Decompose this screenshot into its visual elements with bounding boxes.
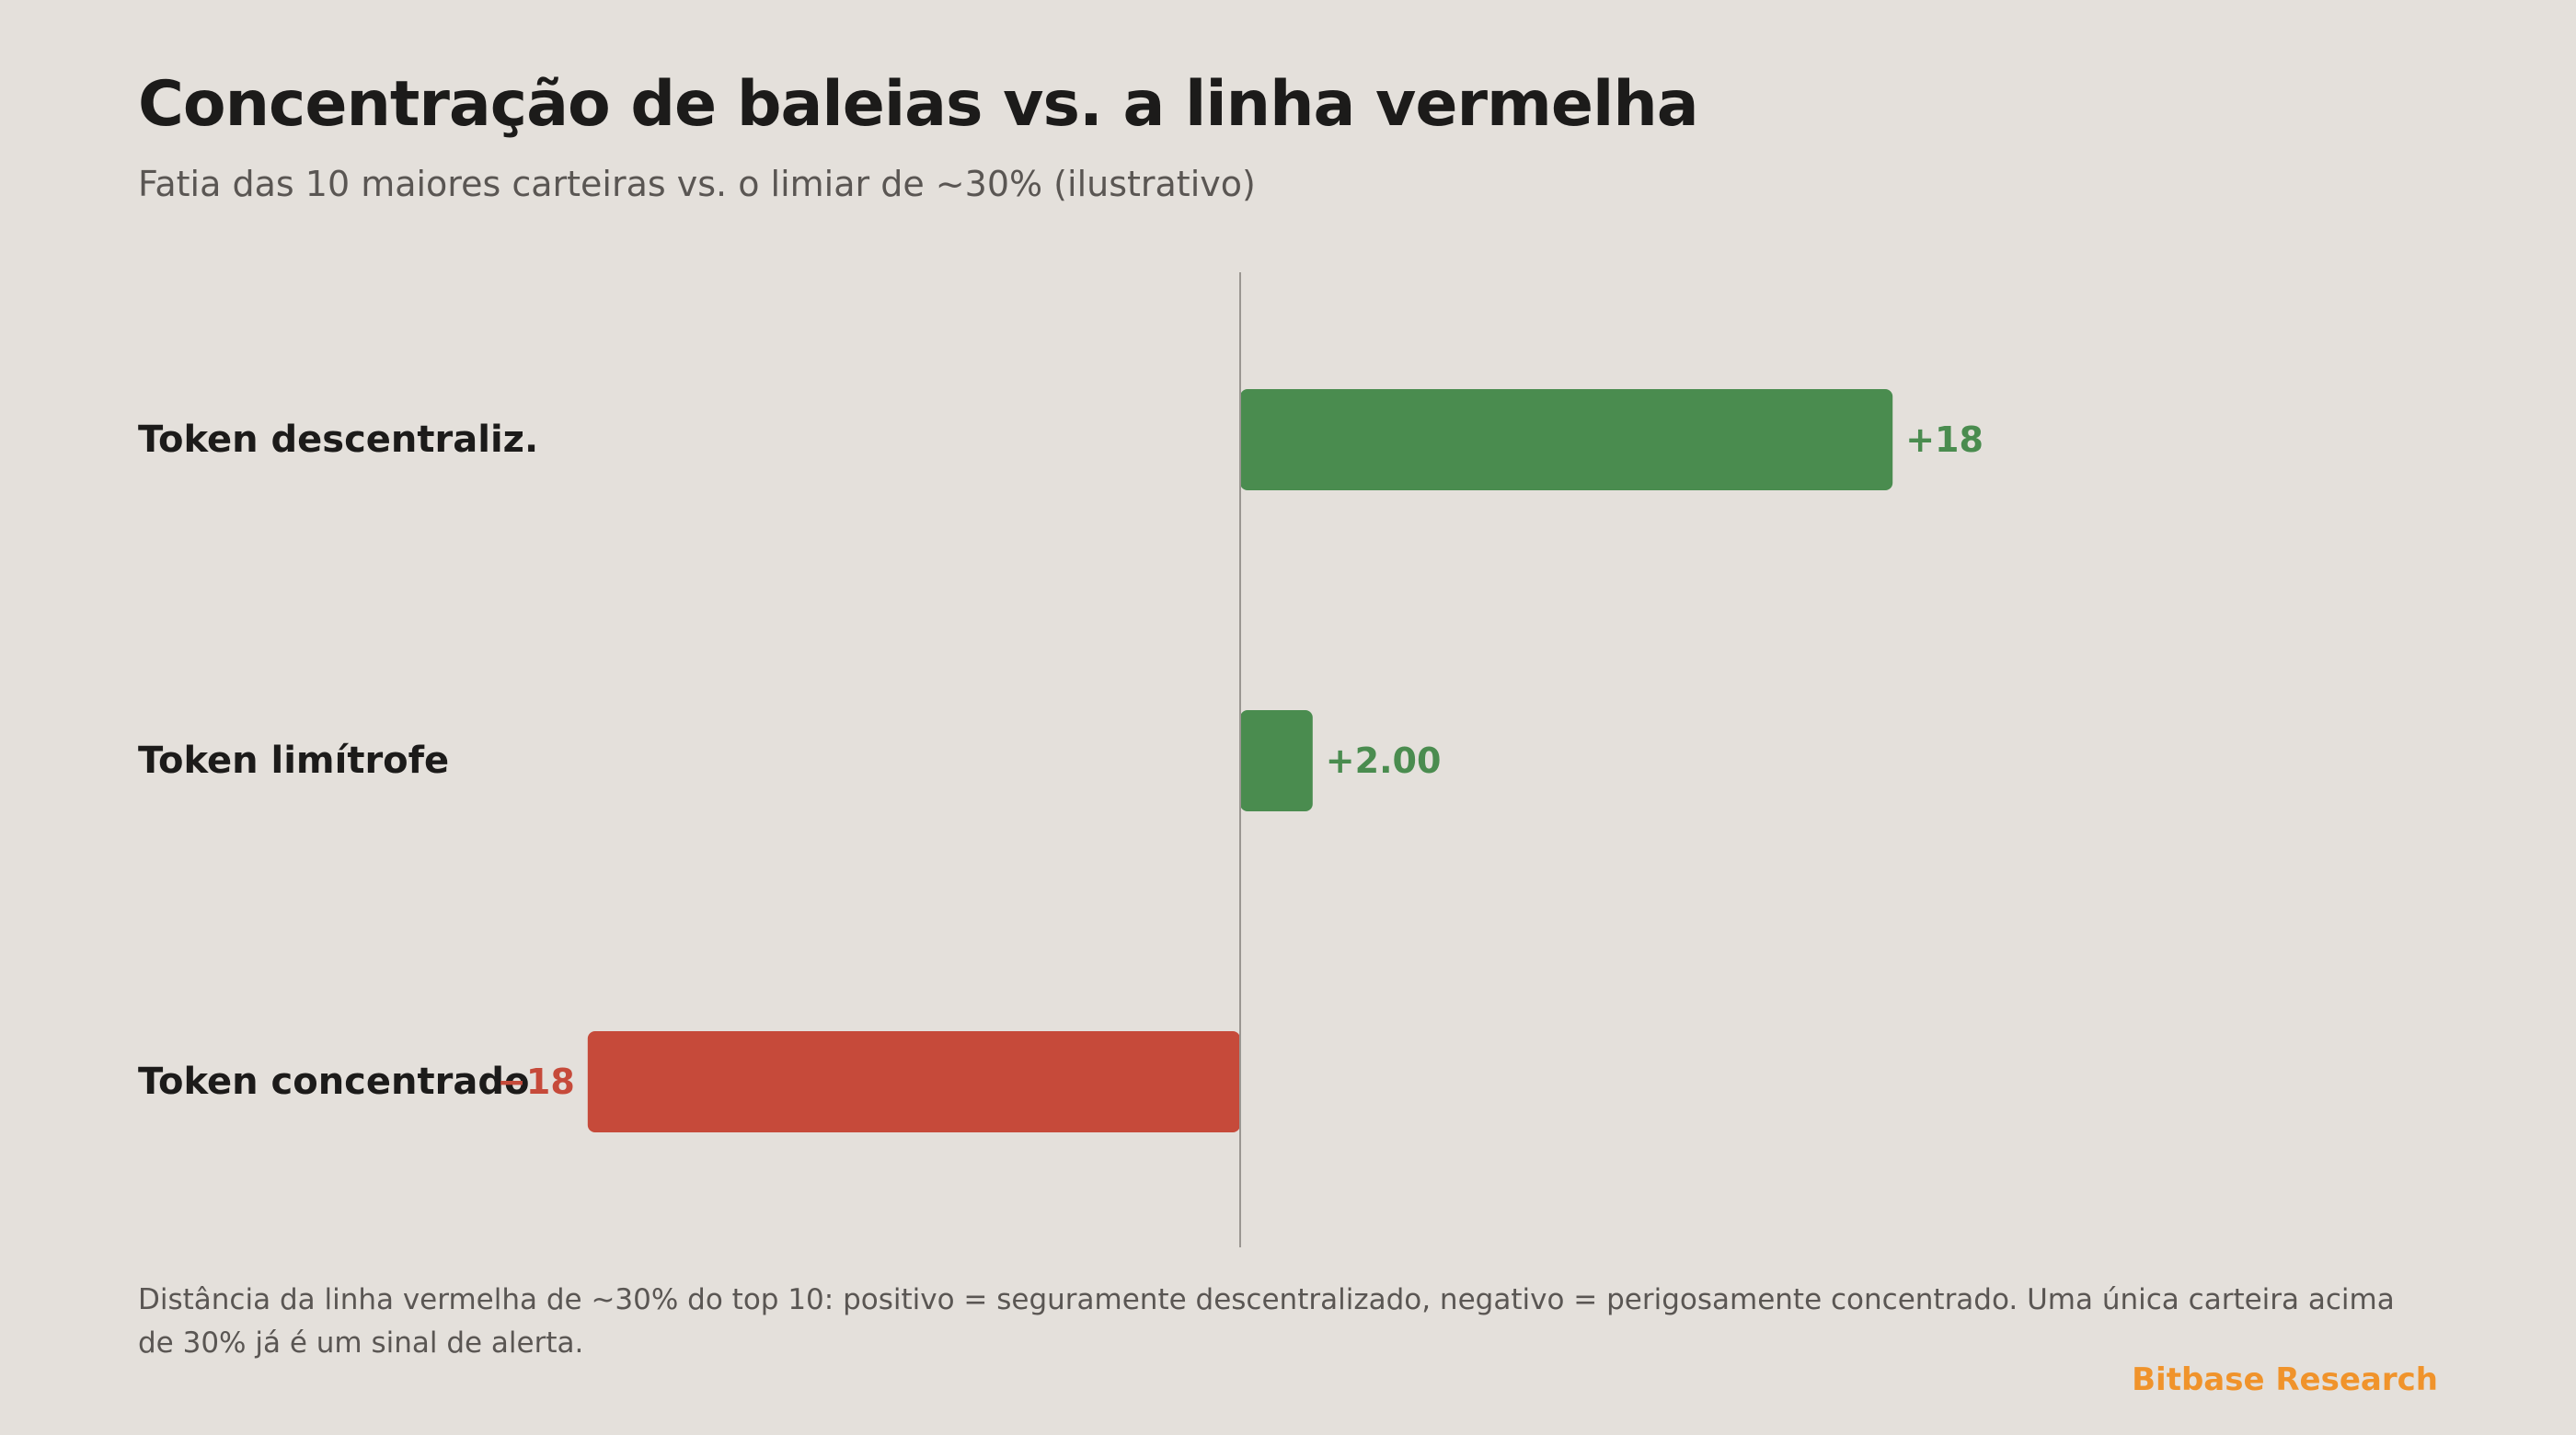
footnote: Distância da linha vermelha de ~30% do t… [138,1283,2395,1360]
data-label: +2.00 [1326,740,1442,781]
chart-title: Concentração de baleias vs. a linha verm… [138,68,1699,141]
bar-3 [587,1031,1240,1132]
chart-subtitle: Fatia das 10 maiores carteiras vs. o lim… [138,164,1256,204]
brand-logo-text: Bitbase Research [2132,1361,2438,1398]
data-label: +18 [1905,419,1984,460]
bar-2 [1240,710,1313,811]
category-label: Token concentrado [138,1061,529,1103]
bar-1 [1240,389,1893,490]
category-label: Token descentraliz. [138,419,538,461]
labels-layer: Token descentraliz. +18 Token limítrofe +2.… [138,419,1984,1103]
bars-layer [587,389,1893,1132]
data-label: −18 [497,1062,575,1102]
category-label: Token limítrofe [138,740,449,782]
